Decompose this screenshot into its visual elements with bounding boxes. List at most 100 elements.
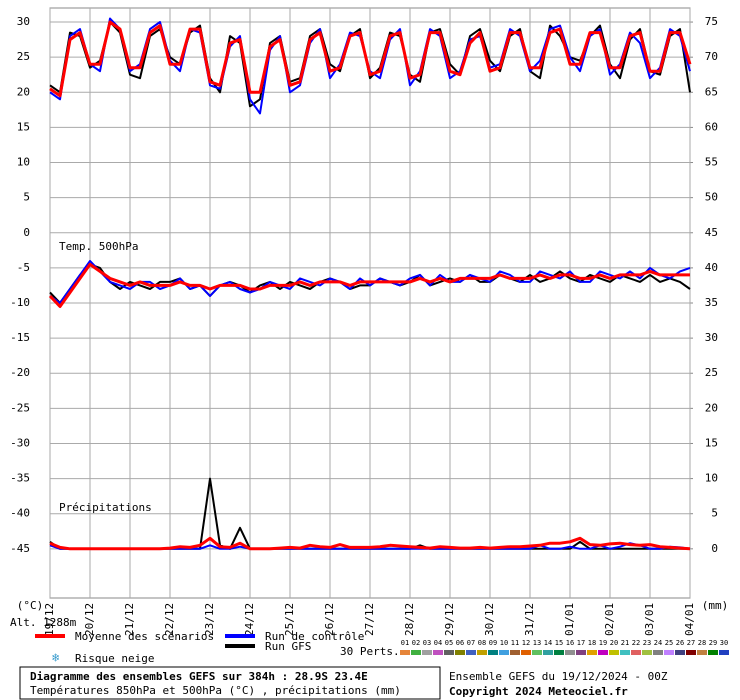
legend-label: Run GFS (265, 640, 311, 653)
y-tick-label: -15 (10, 331, 30, 344)
x-tick-label: 20/12 (83, 603, 96, 636)
y2-tick-label: 25 (705, 366, 718, 379)
legend-label: Moyenne des scénarios (75, 630, 214, 643)
y2-tick-label: 10 (705, 472, 718, 485)
perturbation-swatch (466, 650, 476, 655)
perturbation-swatch (631, 650, 641, 655)
perturbation-label: 28 (698, 639, 706, 647)
y2-tick-label: 65 (705, 85, 718, 98)
perturbations-label: 30 Perts. (340, 645, 400, 658)
annotation: Temp. 500hPa (59, 240, 138, 253)
x-tick-label: 04/01 (683, 603, 696, 636)
y-tick-label: -20 (10, 366, 30, 379)
y2-tick-label: 40 (705, 261, 718, 274)
perturbation-swatch (708, 650, 718, 655)
perturbation-label: 26 (676, 639, 684, 647)
y-axis-label: (°C) (17, 599, 44, 612)
x-tick-label: 26/12 (323, 603, 336, 636)
perturbation-swatch (510, 650, 520, 655)
perturbation-swatch (653, 650, 663, 655)
perturbation-swatch (433, 650, 443, 655)
y2-tick-label: 55 (705, 156, 718, 169)
x-tick-label: 31/12 (523, 603, 536, 636)
y-tick-label: 15 (17, 120, 30, 133)
y-tick-label: -45 (10, 542, 30, 555)
perturbation-label: 07 (467, 639, 475, 647)
perturbation-swatch (609, 650, 619, 655)
x-tick-label: 21/12 (123, 603, 136, 636)
run-info: Ensemble GEFS du 19/12/2024 - 00Z (449, 670, 668, 683)
perturbation-label: 03 (423, 639, 431, 647)
perturbation-swatch (719, 650, 729, 655)
perturbation-swatch (576, 650, 586, 655)
x-tick-label: 30/12 (483, 603, 496, 636)
perturbation-swatch (697, 650, 707, 655)
perturbation-swatch (565, 650, 575, 655)
perturbation-label: 17 (577, 639, 585, 647)
y2-tick-label: 30 (705, 331, 718, 344)
snow-label: Risque neige (75, 652, 154, 665)
series-line (49, 20, 692, 98)
y2-tick-label: 5 (711, 507, 718, 520)
perturbation-label: 09 (489, 639, 497, 647)
perturbation-label: 25 (665, 639, 673, 647)
y-tick-label: -25 (10, 401, 30, 414)
y-tick-label: -30 (10, 436, 30, 449)
y2-tick-label: 20 (705, 401, 718, 414)
perturbation-swatch (488, 650, 498, 655)
x-tick-label: 02/01 (603, 603, 616, 636)
perturbation-swatch (422, 650, 432, 655)
perturbation-swatch (400, 650, 410, 655)
y2-axis-label: (mm) (702, 599, 729, 612)
perturbation-swatch (477, 650, 487, 655)
x-tick-label: 03/01 (643, 603, 656, 636)
perturbation-swatch (499, 650, 509, 655)
x-tick-label: 24/12 (243, 603, 256, 636)
perturbation-swatch (444, 650, 454, 655)
y-tick-label: 0 (23, 226, 30, 239)
perturbation-label: 24 (654, 639, 662, 647)
series-line (49, 536, 691, 551)
perturbation-label: 20 (610, 639, 618, 647)
y2-tick-label: 75 (705, 15, 718, 28)
annotation: Précipitations (59, 501, 152, 514)
perturbation-label: 27 (687, 639, 695, 647)
y-tick-label: 10 (17, 156, 30, 169)
x-tick-label: 22/12 (163, 603, 176, 636)
snow-icon: ❄ (52, 651, 59, 665)
perturbation-label: 12 (522, 639, 530, 647)
x-tick-label: 28/12 (403, 603, 416, 636)
y-tick-label: -5 (17, 261, 30, 274)
perturbation-swatch (598, 650, 608, 655)
y-tick-label: -10 (10, 296, 30, 309)
perturbation-label: 15 (555, 639, 563, 647)
perturbation-swatch (532, 650, 542, 655)
title-box (19, 666, 441, 700)
perturbation-label: 02 (412, 639, 420, 647)
perturbation-label: 18 (588, 639, 596, 647)
perturbation-label: 29 (709, 639, 717, 647)
perturbation-label: 01 (401, 639, 409, 647)
perturbation-swatch (642, 650, 652, 655)
perturbation-label: 05 (445, 639, 453, 647)
perturbation-swatch (587, 650, 597, 655)
perturbation-swatch (554, 650, 564, 655)
y2-tick-label: 35 (705, 296, 718, 309)
y-tick-label: 20 (17, 85, 30, 98)
perturbation-swatch (675, 650, 685, 655)
perturbation-swatch (543, 650, 553, 655)
perturbation-swatch (411, 650, 421, 655)
perturbation-label: 16 (566, 639, 574, 647)
altitude: Alt. 1288m (10, 616, 77, 629)
y2-tick-label: 0 (711, 542, 718, 555)
x-tick-label: 29/12 (443, 603, 456, 636)
copyright: Copyright 2024 Meteociel.fr (449, 685, 628, 698)
perturbation-swatch (664, 650, 674, 655)
x-tick-label: 19/12 (43, 603, 56, 636)
perturbation-label: 04 (434, 639, 442, 647)
perturbation-swatch (686, 650, 696, 655)
perturbation-label: 13 (533, 639, 541, 647)
perturbation-label: 23 (643, 639, 651, 647)
legend-label: Run de contrôle (265, 630, 364, 643)
